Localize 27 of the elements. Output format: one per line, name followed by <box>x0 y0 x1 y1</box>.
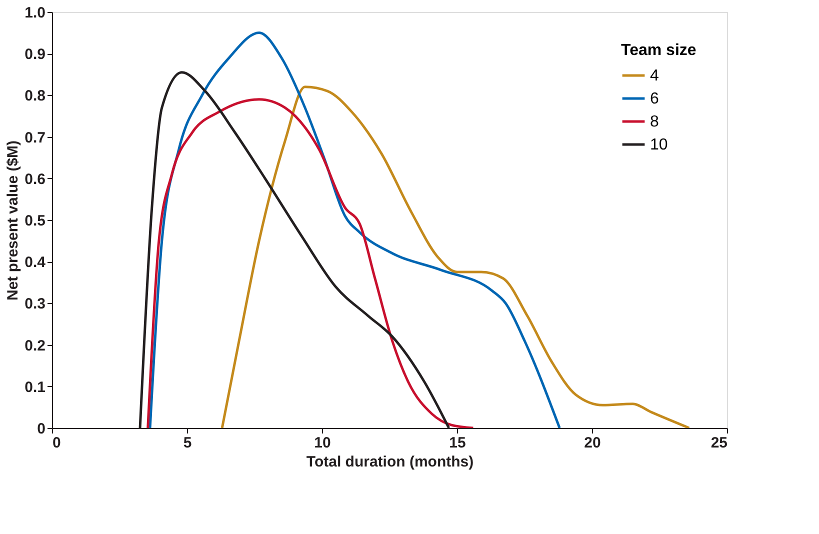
x-axis-title: Total duration (months) <box>306 454 474 470</box>
x-tick-label: 5 <box>183 434 192 452</box>
y-tick-label: 0.2 <box>24 337 46 354</box>
y-tick-label: 0 <box>37 420 46 438</box>
y-axis-title: Net present value ($M) <box>4 140 22 301</box>
y-tick-label: 0.5 <box>24 212 46 230</box>
x-tick-label: 15 <box>449 434 466 452</box>
x-tick-label: 10 <box>314 434 331 452</box>
x-tick-label: 0 <box>52 434 61 452</box>
line-series <box>148 32 561 428</box>
legend-label: 4 <box>650 68 659 84</box>
y-tick-label: 0.6 <box>24 170 46 188</box>
y-tick-label: 1.0 <box>24 4 46 22</box>
legend-label: 8 <box>650 114 659 130</box>
legend-label: 6 <box>650 90 659 108</box>
y-tick-label: 0.4 <box>24 254 46 272</box>
y-tick-label: 0.3 <box>24 296 46 313</box>
line-series <box>146 98 474 428</box>
legend-title: Team size <box>621 42 696 59</box>
x-tick-label: 25 <box>710 434 728 452</box>
y-tick-label: 0.9 <box>24 46 46 64</box>
line-series <box>220 86 690 428</box>
y-tick-label: 0.7 <box>24 129 46 146</box>
y-tick-label: 0.1 <box>24 378 46 396</box>
x-tick-label: 20 <box>584 434 601 452</box>
y-tick-label: 0.8 <box>24 88 46 105</box>
legend-label: 10 <box>650 136 668 154</box>
